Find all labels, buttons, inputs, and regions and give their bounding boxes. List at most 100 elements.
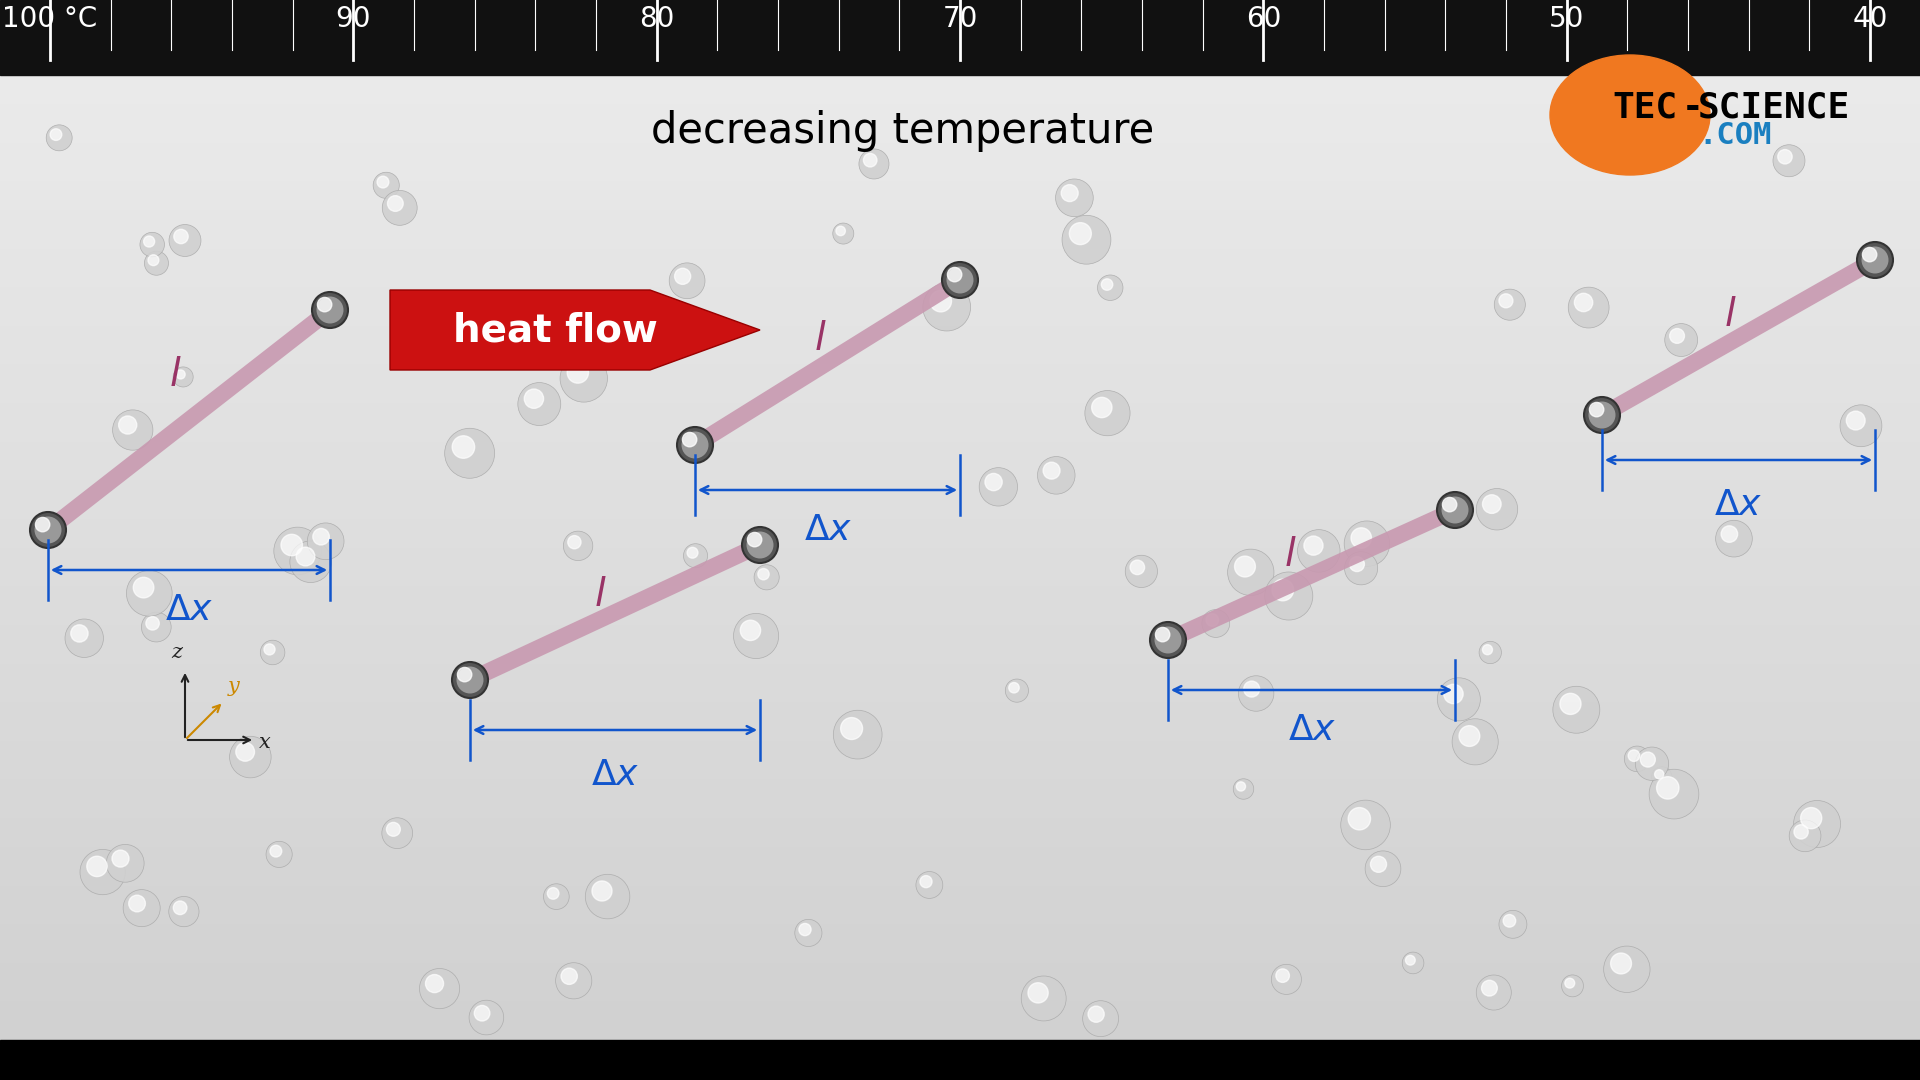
- Circle shape: [1839, 405, 1882, 447]
- Circle shape: [1125, 555, 1158, 588]
- Text: z: z: [171, 643, 182, 662]
- Text: 100 °C: 100 °C: [2, 5, 98, 33]
- Text: $l$: $l$: [593, 577, 607, 613]
- Circle shape: [518, 382, 561, 426]
- Circle shape: [1102, 279, 1114, 291]
- Text: $l$: $l$: [169, 356, 180, 393]
- Circle shape: [687, 548, 699, 558]
- Circle shape: [1862, 247, 1876, 261]
- Text: 90: 90: [336, 5, 371, 33]
- Circle shape: [169, 896, 200, 927]
- Text: -: -: [1682, 91, 1703, 125]
- Circle shape: [140, 232, 165, 257]
- Text: y: y: [228, 677, 240, 697]
- Circle shape: [1778, 149, 1791, 164]
- Circle shape: [1244, 681, 1260, 697]
- Circle shape: [382, 818, 413, 849]
- Bar: [0, 1040, 1920, 1080]
- Circle shape: [1304, 536, 1323, 555]
- Circle shape: [555, 962, 591, 999]
- Text: $\Delta x$: $\Delta x$: [591, 758, 639, 792]
- Circle shape: [684, 543, 708, 568]
- Circle shape: [1265, 572, 1313, 620]
- Text: $\Delta x$: $\Delta x$: [804, 513, 852, 546]
- Text: $\Delta x$: $\Delta x$: [165, 593, 213, 627]
- Circle shape: [747, 531, 774, 558]
- Circle shape: [1236, 782, 1246, 791]
- Circle shape: [916, 872, 943, 899]
- Circle shape: [119, 416, 136, 434]
- Circle shape: [733, 613, 780, 659]
- Circle shape: [1561, 975, 1584, 997]
- Circle shape: [445, 429, 495, 478]
- Circle shape: [835, 226, 845, 235]
- Circle shape: [1206, 613, 1219, 626]
- Circle shape: [929, 291, 952, 312]
- Circle shape: [1588, 402, 1615, 429]
- Circle shape: [1665, 324, 1697, 356]
- Circle shape: [1442, 498, 1457, 512]
- Circle shape: [1649, 769, 1699, 819]
- Circle shape: [1847, 411, 1864, 430]
- Circle shape: [1089, 1007, 1104, 1023]
- Circle shape: [1006, 679, 1029, 702]
- Circle shape: [1043, 462, 1060, 480]
- Circle shape: [674, 268, 691, 284]
- Circle shape: [1027, 983, 1048, 1003]
- Circle shape: [296, 548, 315, 566]
- Circle shape: [1628, 750, 1640, 761]
- Circle shape: [1503, 915, 1515, 927]
- Circle shape: [985, 473, 1002, 490]
- Circle shape: [758, 568, 770, 580]
- Text: heat flow: heat flow: [453, 311, 657, 349]
- Circle shape: [236, 743, 255, 761]
- Circle shape: [1098, 275, 1123, 300]
- Circle shape: [1442, 497, 1469, 524]
- Circle shape: [1476, 975, 1511, 1010]
- Circle shape: [1657, 777, 1678, 799]
- Circle shape: [1459, 726, 1480, 746]
- Circle shape: [376, 176, 390, 188]
- Circle shape: [1348, 808, 1371, 829]
- Circle shape: [129, 895, 146, 912]
- Circle shape: [50, 129, 61, 140]
- Circle shape: [1655, 770, 1665, 779]
- Circle shape: [46, 125, 73, 151]
- Text: $\Delta x$: $\Delta x$: [1715, 488, 1763, 522]
- Circle shape: [586, 875, 630, 919]
- Circle shape: [1720, 526, 1738, 542]
- Text: 80: 80: [639, 5, 674, 33]
- Circle shape: [1405, 956, 1415, 966]
- Circle shape: [144, 237, 156, 247]
- Text: x: x: [259, 733, 271, 753]
- Circle shape: [1857, 242, 1893, 278]
- Circle shape: [127, 570, 173, 617]
- Circle shape: [1227, 549, 1275, 595]
- Text: 40: 40: [1853, 5, 1887, 33]
- Circle shape: [144, 252, 169, 275]
- Circle shape: [1062, 185, 1079, 202]
- Circle shape: [1156, 627, 1169, 642]
- Circle shape: [833, 711, 881, 759]
- Circle shape: [1277, 969, 1290, 983]
- Circle shape: [858, 149, 889, 179]
- Text: SCIENCE: SCIENCE: [1697, 91, 1851, 125]
- Circle shape: [386, 822, 401, 836]
- Circle shape: [524, 389, 543, 408]
- Circle shape: [747, 532, 762, 546]
- Circle shape: [65, 619, 104, 658]
- Circle shape: [1603, 946, 1649, 993]
- Circle shape: [1793, 800, 1841, 848]
- Circle shape: [457, 666, 484, 693]
- Circle shape: [1716, 521, 1753, 557]
- Circle shape: [1008, 683, 1020, 693]
- Circle shape: [947, 268, 962, 282]
- Circle shape: [317, 297, 332, 312]
- Circle shape: [1482, 981, 1498, 996]
- Circle shape: [71, 625, 88, 643]
- Circle shape: [682, 432, 697, 447]
- Circle shape: [1789, 820, 1820, 852]
- Circle shape: [261, 640, 284, 665]
- Circle shape: [1667, 105, 1686, 124]
- Circle shape: [1584, 397, 1620, 433]
